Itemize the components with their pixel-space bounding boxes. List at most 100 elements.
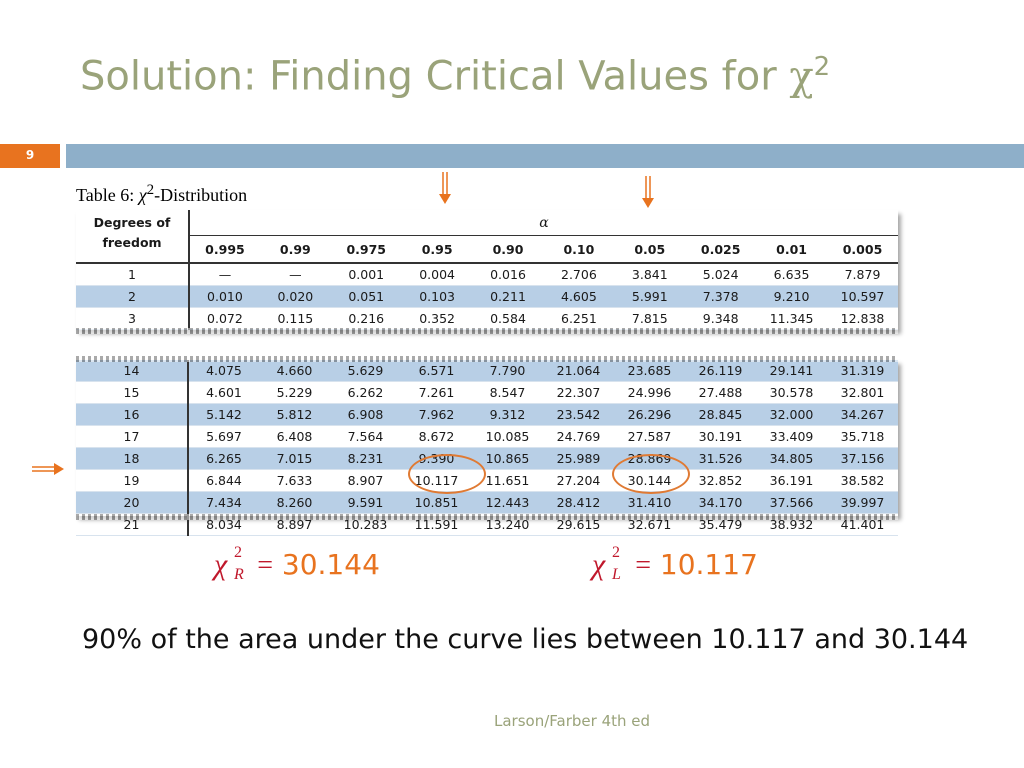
chi-r-value: 30.144	[281, 548, 380, 581]
value-cell: 32.852	[685, 469, 756, 492]
value-cell: 32.000	[756, 403, 827, 426]
value-cell: 5.697	[188, 425, 259, 448]
value-cell: 34.805	[756, 447, 827, 470]
value-cell: 11.345	[756, 307, 828, 330]
value-cell: 10.851	[401, 491, 472, 514]
conclusion-text: 90% of the area under the curve lies bet…	[82, 624, 969, 655]
value-cell: 9.312	[472, 403, 543, 426]
alpha-value: 0.05	[614, 235, 686, 264]
table-row: 15 4.601 5.229 6.262 7.261 8.547 22.307 24.996 2…	[76, 381, 898, 404]
table-row: 20 7.434 8.260 9.591 10.851 12.443 28.412 31.41…	[76, 491, 898, 514]
table-row: 18 6.265 7.015 8.231 9.390 10.865 25.989 28.869…	[76, 447, 898, 470]
alpha-value: 0.025	[685, 235, 757, 264]
table-caption: Table 6: χ2-Distribution	[76, 182, 247, 206]
equals-sign: =	[635, 550, 651, 581]
table-row: 14 4.075 4.660 5.629 6.571 7.790 21.064 23.685 2…	[76, 360, 898, 382]
chi-symbol: χ	[592, 548, 606, 581]
torn-edge	[76, 356, 898, 362]
value-cell: 5.991	[614, 285, 686, 308]
table-row: 17 5.697 6.408 7.564 8.672 10.085 24.769 27.587…	[76, 425, 898, 448]
arrow-right-icon	[32, 463, 64, 475]
value-cell: 0.072	[189, 307, 260, 330]
df-cell: 14	[76, 360, 189, 382]
title-text: Solution: Finding Critical Values for	[80, 53, 790, 100]
value-cell: 36.191	[756, 469, 827, 492]
value-cell: 9.591	[330, 491, 401, 514]
value-cell: 0.016	[472, 263, 544, 286]
value-cell: 12.443	[472, 491, 543, 514]
df-header: Degrees of freedom	[76, 210, 190, 264]
table-caption-chi: χ	[138, 185, 147, 205]
value-cell: 24.996	[614, 381, 685, 404]
df-cell: 20	[76, 491, 189, 514]
df-cell: 15	[76, 381, 189, 404]
highlight-circle-10.117	[408, 454, 486, 494]
value-cell: —	[259, 263, 331, 286]
df-cell: 16	[76, 403, 189, 426]
value-cell: 7.790	[472, 360, 543, 382]
value-cell: 5.142	[188, 403, 259, 426]
value-cell: 7.879	[827, 263, 898, 286]
value-cell: 11.651	[472, 469, 543, 492]
slide-title: Solution: Finding Critical Values for χ2	[80, 52, 830, 99]
df-cell: 2	[76, 285, 190, 308]
value-cell: 27.204	[543, 469, 614, 492]
value-cell: 5.812	[259, 403, 330, 426]
value-cell: 6.635	[756, 263, 828, 286]
value-cell: 8.231	[330, 447, 401, 470]
value-cell: 9.348	[685, 307, 757, 330]
title-exponent: 2	[813, 52, 831, 82]
value-cell: 22.307	[543, 381, 614, 404]
value-cell: 30.578	[756, 381, 827, 404]
value-cell: 30.191	[685, 425, 756, 448]
value-cell: 6.908	[330, 403, 401, 426]
value-cell: 8.547	[472, 381, 543, 404]
value-cell: 7.962	[401, 403, 472, 426]
value-cell: 4.605	[543, 285, 615, 308]
value-cell: 23.542	[543, 403, 614, 426]
value-cell: 37.566	[756, 491, 827, 514]
value-cell: 34.267	[827, 403, 898, 426]
alpha-value: 0.005	[827, 235, 898, 264]
table-header-and-top-rows: Degrees of freedom α 0.995 0.99 0.975 0.9…	[76, 210, 898, 330]
value-cell: 28.845	[685, 403, 756, 426]
value-cell: 39.997	[827, 491, 898, 514]
value-cell: 6.571	[401, 360, 472, 382]
value-cell: 27.587	[614, 425, 685, 448]
value-cell: 0.216	[330, 307, 402, 330]
value-cell: 10.597	[827, 285, 898, 308]
value-cell: 0.211	[472, 285, 544, 308]
value-cell: 23.685	[614, 360, 685, 382]
value-cell: 7.633	[259, 469, 330, 492]
value-cell: 28.412	[543, 491, 614, 514]
alpha-value: 0.10	[543, 235, 615, 264]
value-cell: 25.989	[543, 447, 614, 470]
value-cell: 27.488	[685, 381, 756, 404]
value-cell: 7.815	[614, 307, 686, 330]
table-header-row: Degrees of freedom α	[76, 210, 898, 264]
alpha-value: 0.99	[259, 235, 331, 264]
value-cell: 7.434	[188, 491, 259, 514]
arrow-down-icon	[439, 172, 451, 204]
chi-subscript: L	[612, 566, 621, 583]
chi-square-left-result: χ 2 L = 10.117	[592, 544, 758, 583]
value-cell: 0.115	[259, 307, 331, 330]
equals-sign: =	[257, 550, 273, 581]
arrow-down-icon	[642, 176, 654, 208]
value-cell: 6.262	[330, 381, 401, 404]
chi-square-table-top: Degrees of freedom α 0.995 0.99 0.975 0.9…	[76, 210, 898, 334]
df-cell: 1	[76, 263, 190, 286]
table-caption-exp: 2	[146, 182, 155, 198]
title-chi-symbol: χ	[789, 53, 814, 100]
value-cell: 8.907	[330, 469, 401, 492]
value-cell: 31.410	[614, 491, 685, 514]
value-cell: 10.085	[472, 425, 543, 448]
value-cell: 5.629	[330, 360, 401, 382]
bottom-rows: 14 4.075 4.660 5.629 6.571 7.790 21.064 23.685 2…	[76, 360, 898, 536]
torn-edge	[76, 328, 898, 334]
df-cell: 3	[76, 307, 190, 330]
value-cell: 24.769	[543, 425, 614, 448]
bottom-rows-table: 14 4.075 4.660 5.629 6.571 7.790 21.064 23.685 2…	[76, 360, 898, 536]
df-cell: 17	[76, 425, 189, 448]
